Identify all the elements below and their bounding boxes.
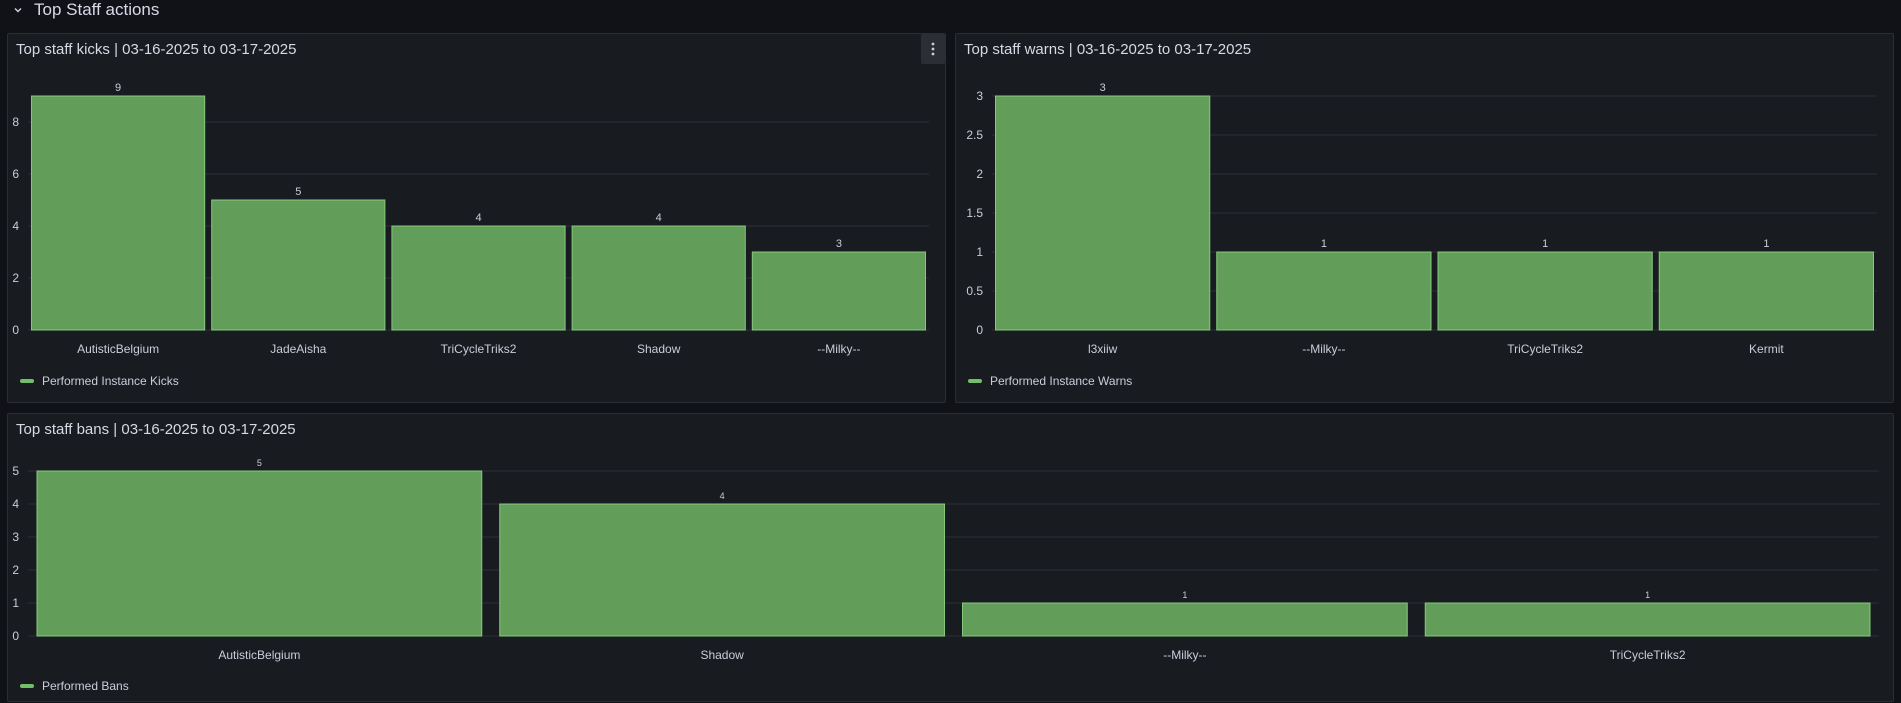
panel-menu-button[interactable]	[921, 34, 945, 64]
bar-value-label: 1	[1645, 590, 1650, 600]
x-tick-label: --Milky--	[1302, 342, 1345, 356]
bar-tricycletriks2[interactable]	[1437, 251, 1653, 331]
x-tick-label: Shadow	[637, 342, 681, 356]
bar-value-label: 1	[1763, 238, 1769, 250]
x-tick-label: TriCycleTriks2	[441, 342, 517, 356]
bar-kermit[interactable]	[1658, 251, 1874, 331]
bar-value-label: 5	[257, 458, 262, 468]
bar-value-label: 9	[115, 82, 121, 94]
bar-value-label: 5	[295, 186, 301, 198]
row-header-top-staff-actions[interactable]: Top Staff actions	[12, 0, 159, 20]
bar-value-label: 4	[475, 212, 481, 224]
chart-bans: 0 1 2 3 4 5 5 AutisticBelgium 4 Shadow 1 --Milky-- 1…	[12, 458, 1879, 662]
bar-value-label: 3	[836, 238, 842, 250]
y-tick-label: 3	[12, 530, 19, 544]
panel-title: Top staff bans | 03-16-2025 to 03-17-202…	[16, 421, 296, 438]
panel-top-staff-bans: Top staff bans | 03-16-2025 to 03-17-202…	[7, 413, 1894, 702]
x-tick-label: TriCycleTriks2	[1610, 648, 1686, 662]
x-tick-label: --Milky--	[817, 342, 860, 356]
bar-autisticbelgium[interactable]	[36, 470, 483, 637]
y-tick-label: 0	[12, 629, 19, 643]
bar-shadow[interactable]	[499, 503, 945, 637]
legend[interactable]: Performed Instance Kicks	[20, 374, 179, 388]
x-tick-label: TriCycleTriks2	[1507, 342, 1583, 356]
y-tick-label: 0.5	[966, 284, 983, 298]
panel-top-staff-kicks: Top staff kicks | 03-16-2025 to 03-17-20…	[7, 33, 946, 403]
legend-label: Performed Bans	[42, 679, 129, 693]
y-tick-label: 0	[976, 323, 983, 337]
bar-value-label: 1	[1182, 590, 1187, 600]
y-tick-label: 1.5	[966, 206, 983, 220]
y-tick-label: 3	[976, 89, 983, 103]
legend[interactable]: Performed Bans	[20, 679, 129, 693]
bar-value-label: 1	[1321, 238, 1327, 250]
legend-swatch	[20, 684, 34, 688]
row-title: Top Staff actions	[34, 0, 160, 19]
y-tick-label: 6	[12, 167, 19, 181]
x-tick-label: Kermit	[1749, 342, 1784, 356]
y-tick-label: 8	[12, 115, 19, 129]
bar-milky[interactable]	[751, 251, 926, 331]
legend-swatch	[20, 379, 34, 383]
legend-label: Performed Instance Warns	[990, 374, 1133, 388]
legend[interactable]: Performed Instance Warns	[968, 374, 1132, 388]
y-tick-label: 0	[12, 323, 19, 337]
x-tick-label: --Milky--	[1163, 648, 1206, 662]
x-tick-label: Shadow	[700, 648, 744, 662]
chart-warns: 0 0.5 1 1.5 2 2.5 3 3 l3xiiw 1 --Milky-- 1 TriCycleT…	[966, 82, 1877, 356]
bar-value-label: 1	[1542, 238, 1548, 250]
bar-milky[interactable]	[962, 602, 1408, 637]
bar-jadeaisha[interactable]	[211, 199, 386, 331]
x-tick-label: AutisticBelgium	[218, 648, 300, 662]
legend-swatch	[968, 379, 982, 383]
bar-shadow[interactable]	[571, 225, 746, 331]
y-tick-label: 4	[12, 219, 19, 233]
kebab-menu-icon[interactable]	[931, 42, 935, 56]
bar-tricycletriks2[interactable]	[1424, 602, 1871, 637]
y-tick-label: 4	[12, 497, 19, 511]
chart-kicks: 0 2 4 6 8 9 AutisticBelgium 5 JadeAisha 4 TriCycle…	[12, 82, 929, 356]
bar-autisticbelgium[interactable]	[31, 95, 206, 331]
chevron-down-icon[interactable]	[12, 4, 24, 16]
y-tick-label: 5	[12, 464, 19, 478]
bar-tricycletriks2[interactable]	[391, 225, 566, 331]
y-tick-label: 2	[976, 167, 983, 181]
y-tick-label: 2	[12, 563, 19, 577]
y-tick-label: 2.5	[966, 128, 983, 142]
panel-title: Top staff warns | 03-16-2025 to 03-17-20…	[964, 41, 1252, 58]
bar-value-label: 4	[720, 491, 725, 501]
x-tick-label: l3xiiw	[1088, 342, 1118, 356]
bar-value-label: 3	[1100, 82, 1106, 94]
x-tick-label: JadeAisha	[270, 342, 326, 356]
panel-top-staff-warns: Top staff warns | 03-16-2025 to 03-17-20…	[955, 33, 1894, 403]
bar-value-label: 4	[656, 212, 662, 224]
bar-l3xiiw[interactable]	[995, 95, 1211, 331]
x-tick-label: AutisticBelgium	[77, 342, 159, 356]
bar-milky[interactable]	[1216, 251, 1432, 331]
y-tick-label: 1	[976, 245, 983, 259]
legend-label: Performed Instance Kicks	[42, 374, 179, 388]
panel-title: Top staff kicks | 03-16-2025 to 03-17-20…	[16, 41, 297, 58]
y-tick-label: 1	[12, 596, 19, 610]
y-tick-label: 2	[12, 271, 19, 285]
